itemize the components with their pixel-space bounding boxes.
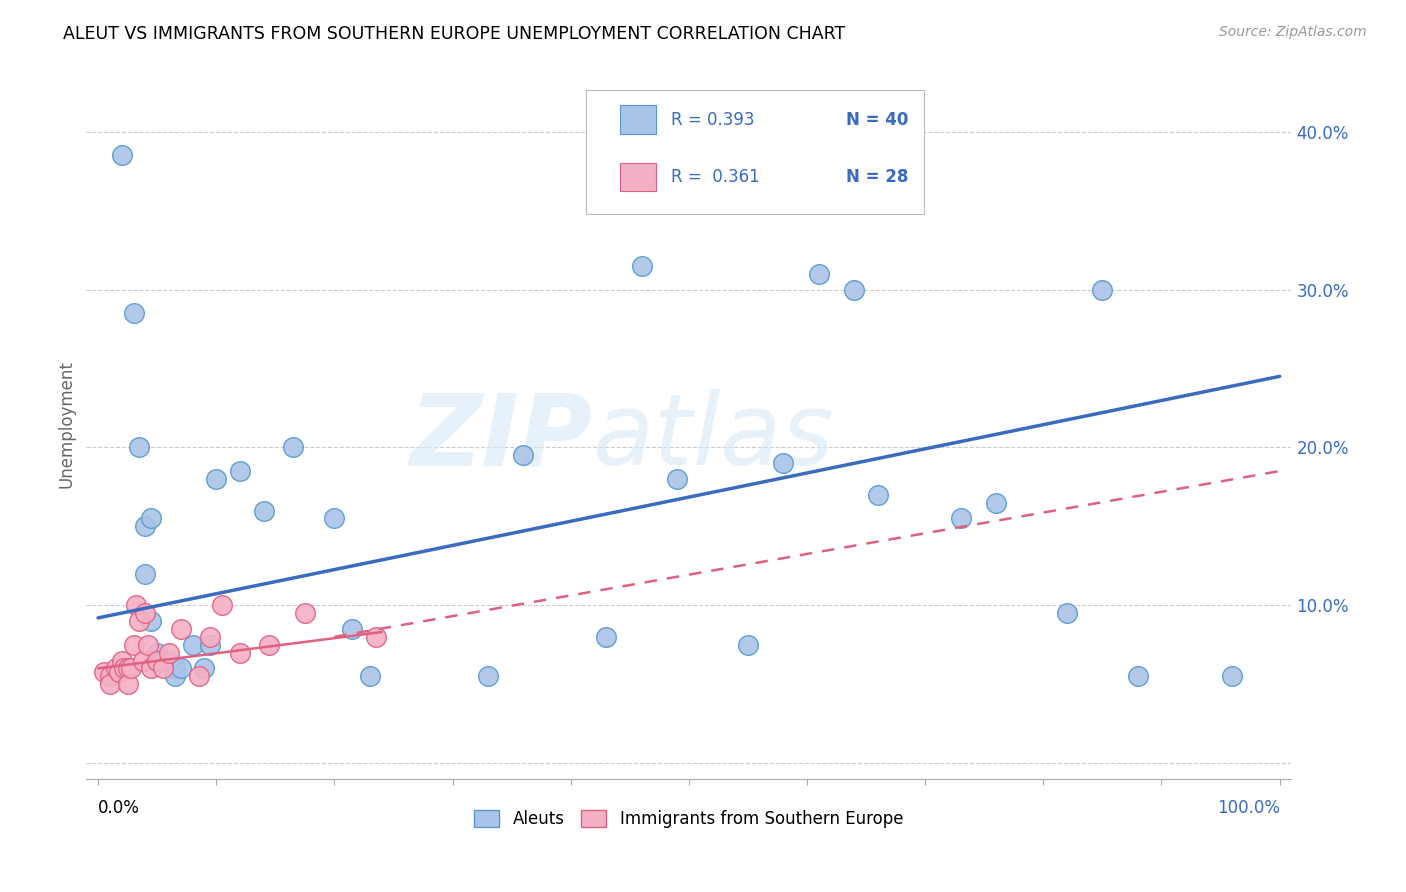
Text: ZIP: ZIP bbox=[409, 390, 592, 486]
Point bbox=[146, 646, 169, 660]
Point bbox=[200, 630, 222, 644]
Point bbox=[844, 283, 866, 297]
Point bbox=[866, 488, 889, 502]
Point bbox=[122, 306, 145, 320]
Point bbox=[949, 511, 972, 525]
Text: N = 40: N = 40 bbox=[845, 111, 908, 128]
Point bbox=[229, 464, 252, 478]
Point bbox=[152, 661, 174, 675]
Point bbox=[340, 622, 363, 636]
Point bbox=[163, 661, 186, 675]
Point bbox=[1056, 606, 1078, 620]
Point bbox=[141, 614, 163, 628]
Point bbox=[229, 646, 252, 660]
Point bbox=[630, 259, 652, 273]
Point bbox=[108, 665, 131, 679]
Point bbox=[170, 622, 193, 636]
Point bbox=[984, 496, 1007, 510]
FancyBboxPatch shape bbox=[620, 105, 657, 134]
Point bbox=[98, 677, 121, 691]
Point bbox=[294, 606, 316, 620]
Point bbox=[1222, 669, 1244, 683]
Text: Source: ZipAtlas.com: Source: ZipAtlas.com bbox=[1219, 25, 1367, 39]
Point bbox=[134, 519, 156, 533]
Point bbox=[666, 472, 689, 486]
Point bbox=[98, 669, 121, 683]
Point bbox=[211, 599, 233, 613]
Point bbox=[595, 630, 617, 644]
Point bbox=[157, 653, 180, 667]
FancyBboxPatch shape bbox=[586, 90, 924, 214]
Point bbox=[128, 614, 150, 628]
Point bbox=[93, 665, 115, 679]
Point bbox=[170, 661, 193, 675]
Point bbox=[141, 511, 163, 525]
Point bbox=[1091, 283, 1114, 297]
Text: R = 0.393: R = 0.393 bbox=[671, 111, 754, 128]
Point bbox=[134, 606, 156, 620]
Text: atlas: atlas bbox=[592, 390, 834, 486]
Point bbox=[772, 456, 794, 470]
Point bbox=[117, 677, 139, 691]
Point bbox=[807, 267, 830, 281]
Y-axis label: Unemployment: Unemployment bbox=[58, 359, 75, 488]
Point bbox=[181, 638, 204, 652]
Point bbox=[132, 653, 155, 667]
Legend: Aleuts, Immigrants from Southern Europe: Aleuts, Immigrants from Southern Europe bbox=[468, 803, 910, 835]
Point bbox=[146, 653, 169, 667]
Text: R =  0.361: R = 0.361 bbox=[671, 169, 759, 186]
Text: 0.0%: 0.0% bbox=[98, 799, 141, 817]
Point bbox=[104, 661, 127, 675]
Point bbox=[157, 646, 180, 660]
Text: 100.0%: 100.0% bbox=[1216, 799, 1279, 817]
Point bbox=[1126, 669, 1149, 683]
Point bbox=[259, 638, 281, 652]
Point bbox=[122, 638, 145, 652]
Point bbox=[112, 661, 135, 675]
Point bbox=[281, 441, 304, 455]
Point bbox=[364, 630, 387, 644]
Point bbox=[252, 503, 274, 517]
Point bbox=[323, 511, 346, 525]
Point bbox=[136, 638, 159, 652]
Point bbox=[359, 669, 381, 683]
Point bbox=[125, 599, 148, 613]
Point bbox=[187, 669, 209, 683]
Point bbox=[512, 448, 534, 462]
Point bbox=[120, 661, 142, 675]
Point bbox=[146, 653, 169, 667]
Point bbox=[737, 638, 759, 652]
Point bbox=[205, 472, 228, 486]
Text: ALEUT VS IMMIGRANTS FROM SOUTHERN EUROPE UNEMPLOYMENT CORRELATION CHART: ALEUT VS IMMIGRANTS FROM SOUTHERN EUROPE… bbox=[63, 25, 845, 43]
Point bbox=[134, 566, 156, 581]
Point bbox=[117, 661, 139, 675]
Point bbox=[111, 148, 134, 162]
Point bbox=[152, 653, 174, 667]
Point bbox=[111, 653, 134, 667]
Text: N = 28: N = 28 bbox=[845, 169, 908, 186]
Point bbox=[163, 669, 186, 683]
FancyBboxPatch shape bbox=[620, 163, 657, 192]
Point bbox=[200, 638, 222, 652]
Point bbox=[141, 661, 163, 675]
Point bbox=[128, 441, 150, 455]
Point bbox=[193, 661, 215, 675]
Point bbox=[477, 669, 499, 683]
